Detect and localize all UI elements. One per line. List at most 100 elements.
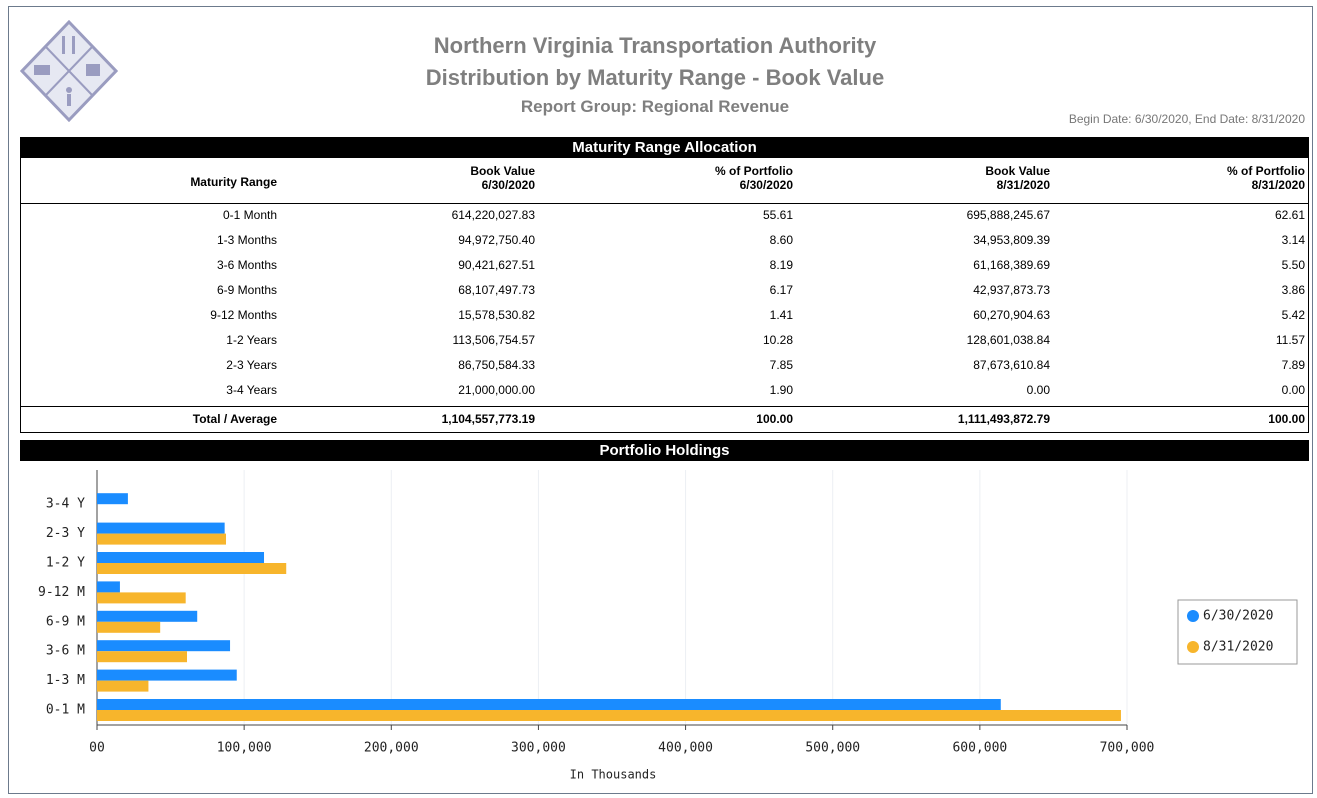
table-cell: 6-9 Months (216, 283, 277, 297)
table-cell: 7.89 (1281, 358, 1305, 372)
table-cell: 5.42 (1281, 308, 1305, 322)
table-cell: 9-12 Months (210, 308, 277, 322)
column-header: 6/30/2020 (481, 178, 535, 192)
column-header: Maturity Range (190, 175, 277, 189)
y-tick-label: 6-9 M (46, 614, 85, 629)
y-tick-label: 2-3 Y (46, 526, 85, 541)
bar (97, 581, 120, 593)
legend-label: 8/31/2020 (1203, 640, 1273, 655)
table-cell: 0-1 Month (222, 208, 277, 222)
table-border (20, 158, 21, 433)
table-cell: 68,107,497.73 (458, 283, 535, 297)
x-tick-label: 300,000 (511, 741, 566, 756)
table-cell: 3.86 (1281, 283, 1305, 297)
table-cell: 1.90 (769, 383, 793, 397)
chart-title: Portfolio Holdings (20, 440, 1309, 461)
date-range: Begin Date: 6/30/2020, End Date: 8/31/20… (1068, 112, 1305, 126)
logo (20, 20, 118, 122)
table-cell: 11.57 (1275, 333, 1305, 347)
x-tick-label: 700,000 (1100, 741, 1155, 756)
rule (20, 203, 1309, 204)
table-cell: 8.60 (769, 233, 793, 247)
column-header: 6/30/2020 (739, 178, 793, 192)
table-cell: 10.28 (762, 333, 793, 347)
column-header: % of Portfolio (1227, 164, 1305, 178)
total-cell: Total / Average (192, 412, 277, 426)
rule (20, 432, 1309, 433)
total-cell: 100.00 (756, 412, 793, 426)
bar (97, 563, 287, 574)
bar (97, 493, 128, 505)
table-cell: 3-6 Months (216, 258, 277, 272)
table-cell: 34,953,809.39 (973, 233, 1050, 247)
x-tick-label: 200,000 (364, 741, 419, 756)
bar (97, 669, 237, 681)
column-header: 8/31/2020 (1251, 178, 1305, 192)
bar (97, 522, 225, 534)
table-cell: 61,168,389.69 (973, 258, 1050, 272)
x-axis-label: In Thousands (570, 768, 657, 782)
table-cell: 5.50 (1281, 258, 1305, 272)
bar (97, 680, 149, 692)
total-cell: 1,111,493,872.79 (957, 412, 1050, 426)
x-tick-label: 100,000 (217, 741, 272, 756)
bar (97, 640, 231, 652)
bar (97, 610, 198, 622)
bar (97, 699, 1001, 710)
total-cell: 1,104,557,773.19 (441, 412, 535, 426)
column-header: 8/31/2020 (996, 178, 1050, 192)
table-cell: 8.19 (769, 258, 793, 272)
bar (97, 592, 186, 604)
y-tick-label: 3-4 Y (46, 497, 85, 512)
y-tick-label: 1-3 M (46, 673, 85, 688)
legend-box (1177, 599, 1298, 665)
report-title: Northern Virginia Transportation Authori… (433, 33, 877, 58)
column-header: % of Portfolio (715, 164, 793, 178)
x-tick-label: 600,000 (952, 741, 1007, 756)
y-tick-label: 1-2 Y (46, 556, 85, 571)
bar (97, 651, 188, 663)
table-cell: 1.41 (769, 308, 793, 322)
table-border (1308, 158, 1309, 433)
table-cell: 614,220,027.83 (451, 208, 535, 222)
table-cell: 90,421,627.51 (458, 258, 535, 272)
table-cell: 0.00 (1026, 383, 1050, 397)
table-cell: 42,937,873.73 (973, 283, 1050, 297)
table-cell: 128,601,038.84 (966, 333, 1050, 347)
table-cell: 2-3 Years (226, 358, 277, 372)
legend-marker (1187, 610, 1199, 622)
table-cell: 7.85 (769, 358, 793, 372)
table-cell: 55.61 (762, 208, 793, 222)
report-subtitle: Distribution by Maturity Range - Book Va… (425, 65, 885, 90)
total-cell: 100.00 (1268, 412, 1305, 426)
table-cell: 3.14 (1281, 233, 1305, 247)
y-tick-label: 3-6 M (46, 644, 85, 659)
legend-label: 6/30/2020 (1203, 609, 1273, 624)
x-tick-label: 400,000 (658, 741, 713, 756)
x-tick-label: 00 (89, 741, 105, 756)
rule (20, 406, 1309, 407)
table-cell: 0.00 (1281, 383, 1305, 397)
column-header: Book Value (985, 164, 1050, 178)
table-cell: 87,673,610.84 (973, 358, 1050, 372)
bar (97, 621, 161, 633)
x-tick-label: 500,000 (805, 741, 860, 756)
page-frame (8, 6, 1313, 794)
table-cell: 3-4 Years (226, 383, 277, 397)
table-cell: 15,578,530.82 (458, 308, 535, 322)
bar (97, 533, 227, 545)
table-title: Maturity Range Allocation (20, 137, 1309, 158)
table-cell: 21,000,000.00 (458, 383, 535, 397)
table-cell: 1-2 Years (226, 333, 277, 347)
y-tick-label: 9-12 M (38, 585, 85, 600)
y-tick-label: 0-1 M (46, 703, 85, 718)
table-cell: 86,750,584.33 (458, 358, 535, 372)
table-cell: 113,506,754.57 (452, 333, 535, 347)
table-cell: 1-3 Months (216, 233, 277, 247)
table-cell: 6.17 (769, 283, 793, 297)
table-cell: 60,270,904.63 (973, 308, 1050, 322)
table-cell: 695,888,245.67 (966, 208, 1050, 222)
report-group: Report Group: Regional Revenue (520, 97, 790, 116)
